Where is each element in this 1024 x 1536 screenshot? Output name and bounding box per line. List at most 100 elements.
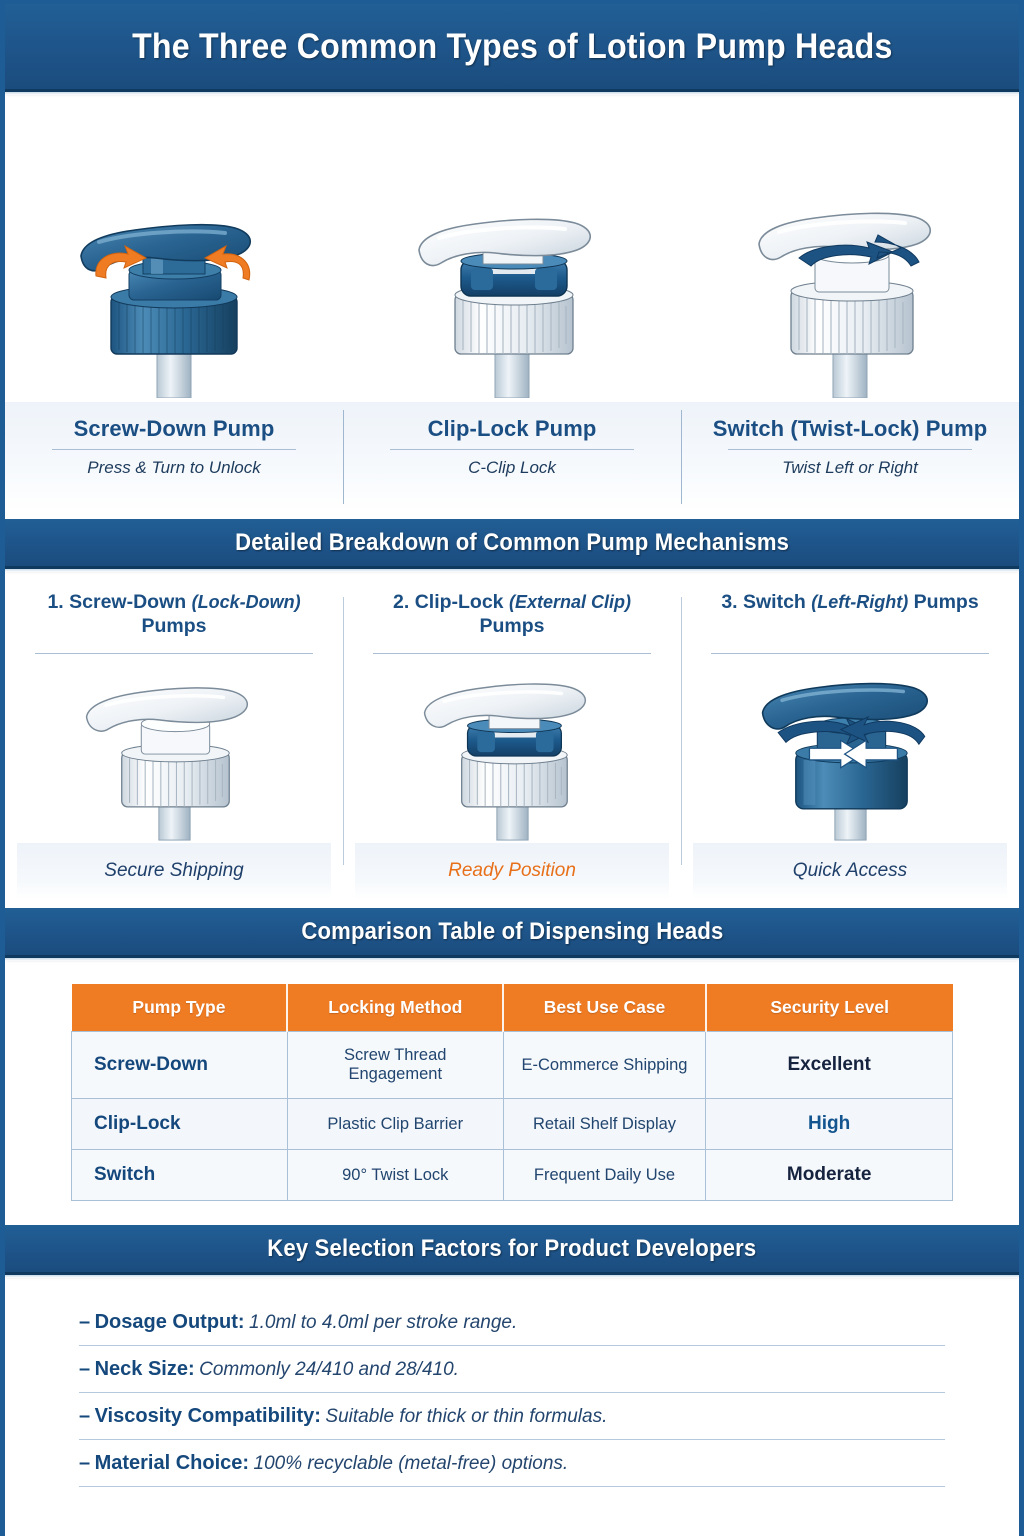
breakdown-heading-switch: 3. Switch (Left-Right) Pumps xyxy=(693,591,1007,647)
white-screw-down-pump-icon xyxy=(17,654,331,843)
factor-item-dosage-output: – Dosage Output: 1.0ml to 4.0ml per stro… xyxy=(79,1299,945,1346)
breakdown-caption-screw-down: Secure Shipping xyxy=(104,860,244,881)
switch-white-pump-icon xyxy=(735,198,965,398)
cell-pump-type: Switch xyxy=(71,1149,288,1201)
overview-subtitle-switch: Twist Left or Right xyxy=(782,458,918,477)
cell-best-use-case: Frequent Daily Use xyxy=(502,1149,707,1201)
breakdown-tail-3: Pumps xyxy=(913,591,979,613)
overview-title-screw-down: Screw-Down Pump xyxy=(73,416,275,441)
screw-down-blue-pump-icon xyxy=(59,198,289,398)
clip-lock-white-pump-icon xyxy=(397,198,627,398)
comparison-table: Pump Type Locking Method Best Use Case S… xyxy=(71,984,953,1201)
factor-item-neck-size: – Neck Size: Commonly 24/410 and 28/410. xyxy=(79,1346,945,1393)
cell-security-level: Moderate xyxy=(705,1149,953,1201)
breakdown-name-3: Switch xyxy=(743,591,806,613)
white-clip-lock-pump-icon xyxy=(355,654,669,843)
key-factors-banner: Key Selection Factors for Product Develo… xyxy=(5,1225,1019,1278)
key-factors-banner-title: Key Selection Factors for Product Develo… xyxy=(267,1234,757,1262)
breakdown-caption-wrap-3: Quick Access xyxy=(693,843,1007,899)
factor-item-material-choice: – Material Choice: 100% recyclable (meta… xyxy=(79,1440,945,1487)
cell-pump-type: Clip-Lock xyxy=(71,1098,288,1150)
comparison-table-banner: Comparison Table of Dispensing Heads xyxy=(5,908,1019,961)
comparison-table-wrap: Pump Type Locking Method Best Use Case S… xyxy=(5,958,1019,1201)
breakdown-banner-title: Detailed Breakdown of Common Pump Mechan… xyxy=(234,528,790,556)
overview-item-clip-lock xyxy=(343,98,681,402)
breakdown-num-3: 3. xyxy=(721,591,738,613)
table-header-pump-type: Pump Type xyxy=(71,984,289,1032)
breakdown-paren-1: (Lock-Down) xyxy=(191,592,301,612)
overview-item-screw-down xyxy=(5,98,343,402)
factor-value-neck-size: Commonly 24/410 and 28/410. xyxy=(199,1359,459,1380)
table-row: Clip-Lock Plastic Clip Barrier Retail Sh… xyxy=(71,1098,953,1150)
cell-best-use-case: Retail Shelf Display xyxy=(502,1098,707,1150)
breakdown-heading-clip-lock: 2. Clip-Lock (External Clip) Pumps xyxy=(355,591,669,647)
factor-key-neck-size: Neck Size: xyxy=(94,1358,195,1380)
overview-subtitle-clip-lock: C-Clip Lock xyxy=(468,458,556,477)
breakdown-tail-2: Pumps xyxy=(479,614,545,637)
factor-dash: – xyxy=(79,1358,91,1380)
table-row: Switch 90° Twist Lock Frequent Daily Use… xyxy=(71,1149,953,1201)
overview-label-clip-lock: Clip-Lock Pump C-Clip Lock xyxy=(343,402,681,510)
breakdown-item-switch: 3. Switch (Left-Right) Pumps xyxy=(681,591,1019,899)
breakdown-item-clip-lock: 2. Clip-Lock (External Clip) Pumps xyxy=(343,591,681,899)
breakdown-item-screw-down: 1. Screw-Down (Lock-Down) Pumps xyxy=(5,591,343,899)
breakdown-divider xyxy=(373,653,651,654)
breakdown-name-1: Screw-Down xyxy=(69,591,187,613)
cell-security-level: Excellent xyxy=(705,1031,953,1099)
breakdown-paren-2: (External Clip) xyxy=(508,592,631,612)
page-header-banner: The Three Common Types of Lotion Pump He… xyxy=(5,4,1019,95)
cell-best-use-case: E-Commerce Shipping xyxy=(502,1031,707,1099)
comparison-table-banner-title: Comparison Table of Dispensing Heads xyxy=(300,917,724,945)
factor-value-dosage-output: 1.0ml to 4.0ml per stroke range. xyxy=(249,1312,518,1333)
factor-value-viscosity-compatibility: Suitable for thick or thin formulas. xyxy=(325,1406,608,1427)
breakdown-num-2: 2. xyxy=(393,591,410,613)
breakdown-heading-screw-down: 1. Screw-Down (Lock-Down) Pumps xyxy=(17,591,331,647)
breakdown-caption-wrap-2: Ready Position xyxy=(355,843,669,899)
page-footer-space xyxy=(5,1487,1019,1536)
breakdown-divider xyxy=(35,653,313,654)
factor-dash: – xyxy=(79,1452,91,1474)
cell-locking-method: Screw Thread Engagement xyxy=(286,1031,504,1099)
pump-overview-illustrations xyxy=(5,92,1019,402)
cell-locking-method: 90° Twist Lock xyxy=(286,1149,504,1201)
table-header-locking-method: Locking Method xyxy=(287,984,505,1032)
overview-title-switch: Switch (Twist-Lock) Pump xyxy=(712,416,988,441)
factor-value-material-choice: 100% recyclable (metal-free) options. xyxy=(253,1453,569,1474)
table-row: Screw-Down Screw Thread Engagement E-Com… xyxy=(71,1031,953,1099)
factor-item-viscosity-compatibility: – Viscosity Compatibility: Suitable for … xyxy=(79,1393,945,1440)
table-header-security-level: Security Level xyxy=(705,984,953,1032)
key-factors-list: – Dosage Output: 1.0ml to 4.0ml per stro… xyxy=(5,1275,1019,1487)
breakdown-name-2: Clip-Lock xyxy=(414,591,504,613)
label-divider xyxy=(728,449,972,450)
cell-security-level: High xyxy=(705,1098,953,1150)
breakdown-num-1: 1. xyxy=(47,591,64,613)
cell-locking-method: Plastic Clip Barrier xyxy=(286,1098,504,1150)
blue-switch-pump-icon xyxy=(693,654,1007,843)
breakdown-paren-3: (Left-Right) xyxy=(811,592,909,612)
cell-pump-type: Screw-Down xyxy=(71,1031,288,1099)
breakdown-caption-wrap-1: Secure Shipping xyxy=(17,843,331,899)
breakdown-divider xyxy=(711,653,989,654)
breakdown-banner: Detailed Breakdown of Common Pump Mechan… xyxy=(5,519,1019,572)
overview-label-screw-down: Screw-Down Pump Press & Turn to Unlock xyxy=(5,402,343,510)
breakdown-tail-1: Pumps xyxy=(141,614,207,637)
overview-label-switch: Switch (Twist-Lock) Pump Twist Left or R… xyxy=(681,402,1019,510)
label-divider xyxy=(390,449,634,450)
overview-subtitle-screw-down: Press & Turn to Unlock xyxy=(87,458,261,477)
breakdown-caption-switch: Quick Access xyxy=(792,860,908,881)
overview-item-switch xyxy=(681,98,1019,402)
factor-key-viscosity-compatibility: Viscosity Compatibility: xyxy=(94,1405,321,1427)
page-title: The Three Common Types of Lotion Pump He… xyxy=(131,26,893,66)
factor-key-dosage-output: Dosage Output: xyxy=(94,1311,245,1333)
table-header-best-use-case: Best Use Case xyxy=(503,984,707,1032)
overview-title-clip-lock: Clip-Lock Pump xyxy=(427,416,597,441)
pump-breakdown-section: 1. Screw-Down (Lock-Down) Pumps xyxy=(5,569,1019,899)
breakdown-caption-clip-lock: Ready Position xyxy=(448,860,576,881)
factor-dash: – xyxy=(79,1311,91,1333)
pump-overview-labels: Screw-Down Pump Press & Turn to Unlock C… xyxy=(5,402,1019,510)
factor-key-material-choice: Material Choice: xyxy=(94,1452,250,1474)
factor-dash: – xyxy=(79,1405,91,1427)
table-header-row: Pump Type Locking Method Best Use Case S… xyxy=(71,984,953,1032)
label-divider xyxy=(52,449,296,450)
